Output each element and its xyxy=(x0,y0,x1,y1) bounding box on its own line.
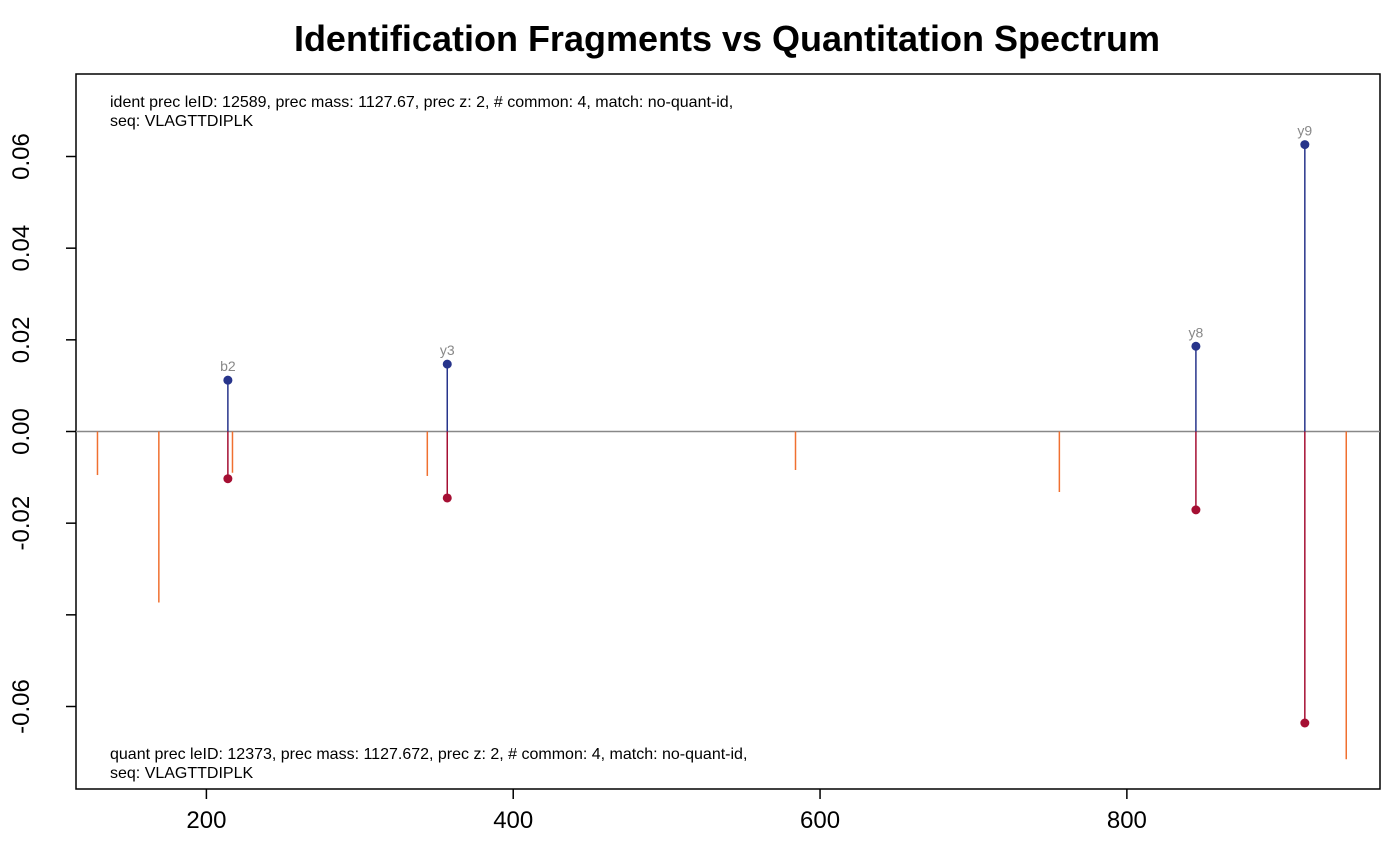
y-tick-label: 0.02 xyxy=(8,316,35,363)
x-tick-label: 800 xyxy=(1107,807,1147,834)
quantitation-matched-point xyxy=(1300,718,1310,728)
y-tick-label: 0.06 xyxy=(8,133,35,180)
annotation-bottom-line: seq: VLAGTTDIPLK xyxy=(110,765,253,782)
identification-point xyxy=(1191,341,1201,351)
annotations: ident prec leID: 12589, prec mass: 1127.… xyxy=(110,94,747,782)
axes: 200 400 600 800 -0.06 -0.02 0.00 0.02 0.04 0.06 xyxy=(8,73,1381,834)
fragment-label: b2 xyxy=(220,358,236,374)
x-tick-label: 200 xyxy=(186,807,226,834)
identification-point xyxy=(223,375,233,385)
x-tick-label: 600 xyxy=(800,807,840,834)
identification-point xyxy=(1300,140,1310,150)
chart-title: Identification Fragments vs Quantitation… xyxy=(294,18,1160,59)
quantitation-matched-point xyxy=(223,474,233,484)
y-tick-label: 0.04 xyxy=(8,225,35,272)
fragment-label: y8 xyxy=(1189,324,1204,340)
y-tick-label: -0.06 xyxy=(8,679,35,734)
quantitation-matched-point xyxy=(442,493,452,503)
y-tick-label: 0.00 xyxy=(8,408,35,455)
y-tick-label: -0.02 xyxy=(8,496,35,551)
x-tick-label: 400 xyxy=(493,807,533,834)
stems: b2 y3 y8 y9 xyxy=(96,123,1347,760)
quantitation-matched-point xyxy=(1191,505,1201,515)
annotation-top-line: seq: VLAGTTDIPLK xyxy=(110,113,253,130)
annotation-bottom-line: quant prec leID: 12373, prec mass: 1127.… xyxy=(110,746,747,763)
identification-point xyxy=(442,359,452,369)
fragment-label: y3 xyxy=(440,342,455,358)
annotation-top-line: ident prec leID: 12589, prec mass: 1127.… xyxy=(110,94,733,111)
fragment-label: y9 xyxy=(1297,123,1312,139)
